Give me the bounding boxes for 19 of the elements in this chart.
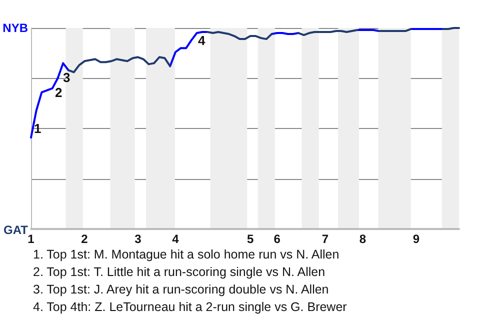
- text: 4. Top 4th: Z. LeTourneau hit a 2-run single vs G. Brewer: [33, 300, 347, 314]
- x-tick-label: 9: [412, 232, 420, 246]
- annotation: 2: [55, 85, 62, 100]
- annotation: 4: [198, 33, 206, 48]
- text: 2. Top 1st: T. Little hit a run-scoring single vs N. Allen: [33, 265, 326, 279]
- text: GAT: [4, 223, 29, 237]
- x-tick-label: 2: [81, 232, 88, 246]
- x-tick-label: 7: [322, 232, 329, 246]
- x-tick-label: 8: [359, 232, 366, 246]
- x-tick-label: 5: [247, 232, 254, 246]
- x-tick-label: 3: [134, 232, 142, 246]
- text: NYB: [2, 21, 28, 35]
- text: 1. Top 1st: M. Montague hit a solo home run vs N. Allen: [33, 248, 340, 262]
- annotation: 3: [63, 70, 70, 85]
- x-tick-label: 1: [28, 232, 35, 246]
- text: 3. Top 1st: J. Arey hit a run-scoring double vs N. Allen: [33, 282, 329, 296]
- annotation: 1: [34, 121, 42, 136]
- x-tick-label: 6: [274, 232, 281, 246]
- x-tick-label: 4: [172, 232, 180, 246]
